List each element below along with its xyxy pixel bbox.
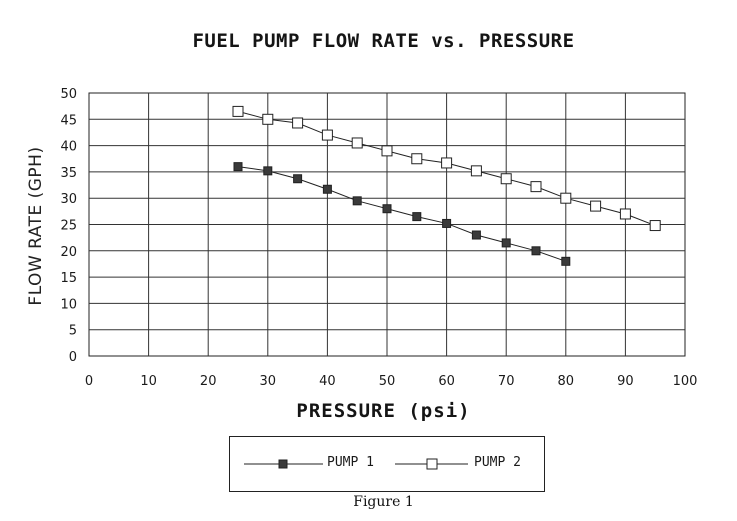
legend: PUMP 1 PUMP 2 [229, 436, 545, 492]
x-axis-title: PRESSURE (psi) [296, 400, 471, 422]
x-tick-label: 30 [260, 374, 277, 389]
data-point-pump-1 [233, 162, 243, 172]
x-tick-label: 70 [498, 374, 515, 389]
data-point-pump-2 [262, 113, 274, 125]
legend-marker-pump-1 [278, 459, 288, 469]
data-point-pump-1 [412, 212, 422, 222]
data-point-pump-1 [501, 238, 511, 248]
data-point-pump-1 [531, 246, 541, 256]
line-chart: 0 10 20 30 40 50 60 70 80 90 100 0 5 10 15 20 25 30 35 40 45… [60, 87, 697, 389]
x-tick-label: 20 [200, 374, 217, 389]
chart-title: FUEL PUMP FLOW RATE vs. PRESSURE [192, 30, 575, 52]
y-tick-label: 15 [60, 271, 77, 286]
data-point-pump-1 [471, 230, 481, 240]
data-point-pump-1 [352, 196, 362, 206]
data-point-pump-2 [411, 153, 423, 165]
y-axis-title: FLOW RATE (GPH) [26, 146, 46, 306]
data-point-pump-2 [530, 181, 542, 193]
figure-caption: Figure 1 [353, 494, 414, 510]
series-line-pump-1 [237, 166, 566, 262]
legend-label-pump-2: PUMP 2 [474, 455, 521, 470]
y-tick-label: 25 [60, 219, 77, 234]
data-point-pump-2 [649, 220, 661, 232]
y-tick-label: 35 [60, 166, 77, 181]
legend-label-pump-1: PUMP 1 [327, 455, 374, 470]
legend-marker-pump-2 [426, 458, 438, 470]
data-point-pump-2 [351, 137, 363, 149]
data-point-pump-2 [292, 117, 304, 129]
y-tick-label: 30 [60, 192, 77, 207]
y-tick-label: 50 [60, 87, 77, 102]
data-point-pump-1 [322, 184, 332, 194]
legend-swatches [244, 458, 468, 470]
y-tick-label: 5 [69, 324, 77, 339]
gridlines [89, 93, 685, 356]
data-point-pump-1 [263, 166, 273, 176]
x-tick-label: 10 [140, 374, 157, 389]
data-point-pump-2 [590, 200, 602, 212]
data-point-pump-1 [561, 256, 571, 266]
data-point-pump-2 [232, 105, 244, 117]
data-point-pump-1 [382, 204, 392, 214]
data-point-pump-1 [293, 174, 303, 184]
y-tick-label: 10 [60, 297, 77, 312]
data-point-pump-1 [442, 218, 452, 228]
data-point-pump-2 [500, 173, 512, 185]
series-layer [232, 105, 661, 266]
x-tick-label: 100 [673, 374, 698, 389]
data-point-pump-2 [321, 129, 333, 141]
x-tick-label: 40 [319, 374, 336, 389]
x-tick-label: 50 [379, 374, 396, 389]
data-point-pump-2 [560, 192, 572, 204]
x-tick-label: 80 [558, 374, 575, 389]
tick-labels: 0 10 20 30 40 50 60 70 80 90 100 0 5 10 15 20 25 30 35 40 45… [60, 87, 697, 389]
data-point-pump-2 [470, 165, 482, 177]
x-tick-label: 60 [438, 374, 455, 389]
data-point-pump-2 [381, 145, 393, 157]
x-tick-label: 0 [85, 374, 93, 389]
y-tick-label: 45 [60, 113, 77, 128]
x-tick-label: 90 [617, 374, 634, 389]
y-tick-label: 0 [69, 350, 77, 365]
data-point-pump-2 [619, 208, 631, 220]
data-point-pump-2 [441, 157, 453, 169]
y-tick-label: 20 [60, 245, 77, 260]
y-tick-label: 40 [60, 140, 77, 155]
